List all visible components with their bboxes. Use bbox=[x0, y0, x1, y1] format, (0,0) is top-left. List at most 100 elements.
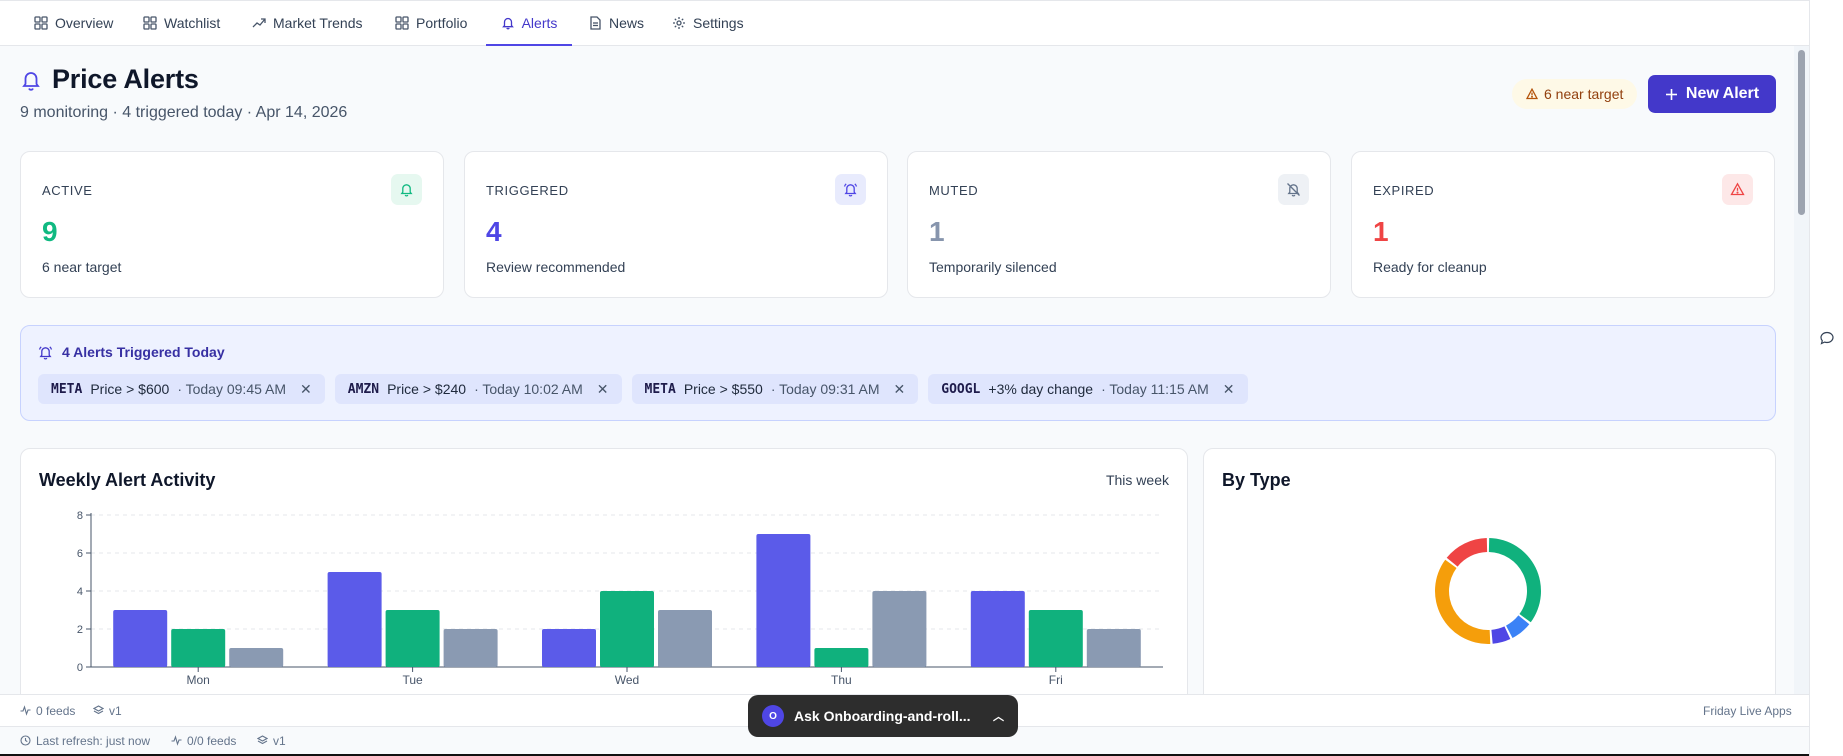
alert-condition: Price > $550 bbox=[683, 381, 763, 397]
tab-label: Watchlist bbox=[164, 15, 221, 31]
bell-ring-icon bbox=[843, 183, 858, 197]
bar-mon-0 bbox=[113, 610, 168, 667]
range-label[interactable]: This week bbox=[1105, 472, 1169, 488]
dismiss-close-icon[interactable]: ✕ bbox=[596, 380, 609, 397]
alert-symbol: GOOGL bbox=[941, 381, 981, 397]
grid-icon bbox=[34, 16, 48, 30]
alert-condition: +3% day change bbox=[988, 381, 1094, 397]
stat-label: TRIGGERED bbox=[486, 183, 569, 198]
near-target-badge: 6 near target bbox=[1512, 79, 1638, 109]
bar-wed-0 bbox=[542, 629, 596, 667]
tab-portfolio[interactable]: Portfolio bbox=[389, 1, 473, 45]
dismiss-close-icon[interactable]: ✕ bbox=[893, 380, 906, 397]
tab-watchlist[interactable]: Watchlist bbox=[137, 1, 226, 45]
triggered-alert-list: META Price > $600 · Today 09:45 AM ✕ AMZ… bbox=[38, 374, 1248, 404]
stat-value: 4 bbox=[486, 216, 502, 247]
new-alert-label: New Alert bbox=[1685, 85, 1760, 102]
triggered-alert-chip[interactable]: AMZN Price > $240 · Today 10:02 AM ✕ bbox=[334, 374, 622, 404]
stat-icon-box bbox=[391, 174, 422, 205]
alert-time: · Today 09:45 AM bbox=[177, 381, 287, 397]
bar-fri-2 bbox=[1086, 629, 1141, 667]
alert-time: · Today 09:31 AM bbox=[770, 381, 880, 397]
tab-label: Portfolio bbox=[416, 15, 468, 31]
tab-market-trends[interactable]: Market Trends bbox=[246, 1, 368, 45]
donut-slice-2[interactable] bbox=[1491, 626, 1511, 644]
feeds-count-label: 0/0 feeds bbox=[187, 733, 237, 748]
bar-tue-1 bbox=[385, 610, 440, 667]
donut-slice-1[interactable] bbox=[1506, 615, 1530, 638]
dismiss-close-icon[interactable]: ✕ bbox=[300, 380, 312, 397]
tab-overview[interactable]: Overview bbox=[28, 1, 119, 45]
y-tick-label: 4 bbox=[77, 586, 83, 598]
x-tick-label: Wed bbox=[615, 673, 639, 687]
stat-icon-box bbox=[1722, 174, 1753, 205]
triggered-alert-chip[interactable]: META Price > $550 · Today 09:31 AM ✕ bbox=[631, 374, 919, 404]
tab-label: Overview bbox=[55, 15, 114, 31]
bottom-edge bbox=[0, 754, 1809, 756]
dismiss-close-icon[interactable]: ✕ bbox=[1222, 380, 1235, 397]
grid-icon bbox=[143, 16, 157, 30]
stat-label: EXPIRED bbox=[1373, 183, 1435, 198]
weekly-activity-chart: 0 2 4 6 8 Mon Tue Wed Thu Fri bbox=[77, 510, 1163, 687]
alert-symbol: META bbox=[644, 381, 676, 397]
stat-card-expired[interactable]: EXPIRED 1 Ready for cleanup bbox=[1351, 151, 1775, 298]
x-tick-label: Mon bbox=[187, 673, 210, 687]
new-alert-button[interactable]: New Alert bbox=[1648, 75, 1776, 113]
alert-condition: Price > $600 bbox=[90, 381, 170, 397]
page-title: Price Alerts bbox=[20, 64, 199, 95]
top-nav: Overview Watchlist Market Trends Portfol… bbox=[0, 0, 1809, 46]
bar-thu-1 bbox=[814, 648, 869, 667]
alert-symbol: AMZN bbox=[347, 381, 380, 397]
stat-label: ACTIVE bbox=[42, 183, 93, 198]
bell-ring-icon bbox=[38, 345, 53, 360]
donut-slice-3[interactable] bbox=[1435, 559, 1491, 644]
stat-card-active[interactable]: ACTIVE 9 6 near target bbox=[20, 151, 444, 298]
ask-assistant-button[interactable]: O Ask Onboarding-and-roll... ︿ bbox=[748, 695, 1018, 737]
last-refresh-label: Last refresh: just now bbox=[36, 733, 151, 748]
ask-assistant-label: Ask Onboarding-and-roll... bbox=[794, 708, 971, 724]
triggered-alert-chip[interactable]: GOOGL +3% day change · Today 11:15 AM ✕ bbox=[928, 374, 1248, 404]
triggered-alert-chip[interactable]: META Price > $600 · Today 09:45 AM ✕ bbox=[38, 374, 325, 404]
near-target-label: 6 near target bbox=[1544, 86, 1624, 102]
tab-alerts[interactable]: Alerts bbox=[486, 1, 572, 46]
stat-value: 9 bbox=[42, 216, 58, 247]
gear-icon bbox=[673, 17, 685, 29]
page-subtitle: 9 monitoring · 4 triggered today · Apr 1… bbox=[20, 104, 348, 121]
stat-description: Temporarily silenced bbox=[929, 259, 1057, 275]
x-tick-label: Thu bbox=[831, 673, 852, 687]
bar-fri-0 bbox=[970, 591, 1025, 667]
weekly-activity-title: Weekly Alert Activity bbox=[39, 470, 216, 490]
scrollbar-thumb[interactable] bbox=[1798, 50, 1805, 215]
page-title-text: Price Alerts bbox=[52, 64, 199, 94]
bell-icon bbox=[501, 17, 514, 30]
y-tick-label: 2 bbox=[77, 624, 83, 636]
stat-value: 1 bbox=[929, 216, 945, 247]
stat-description: Ready for cleanup bbox=[1373, 259, 1487, 275]
stat-value: 1 bbox=[1373, 216, 1389, 247]
alert-time: · Today 11:15 AM bbox=[1101, 381, 1209, 397]
tab-news[interactable]: News bbox=[582, 1, 650, 45]
feeds-count-status: 0/0 feeds bbox=[171, 727, 236, 754]
stat-card-muted[interactable]: MUTED 1 Temporarily silenced bbox=[907, 151, 1331, 298]
bar-thu-0 bbox=[756, 534, 811, 667]
stat-card-triggered[interactable]: TRIGGERED 4 Review recommended bbox=[464, 151, 888, 298]
layers-icon bbox=[257, 735, 268, 745]
stat-icon-box bbox=[835, 174, 866, 205]
last-refresh-status: Last refresh: just now bbox=[20, 727, 150, 754]
donut-slice-4[interactable] bbox=[1446, 538, 1488, 567]
bar-wed-2 bbox=[658, 610, 712, 667]
alert-triangle-icon bbox=[1526, 88, 1538, 100]
bar-tue-0 bbox=[327, 572, 382, 667]
y-tick-label: 0 bbox=[77, 662, 83, 674]
alert-symbol: META bbox=[51, 381, 83, 397]
tab-settings[interactable]: Settings bbox=[666, 1, 750, 45]
stat-icon-box bbox=[1278, 174, 1309, 205]
scrollbar[interactable] bbox=[1794, 46, 1809, 694]
chat-bubble-icon[interactable] bbox=[1819, 330, 1835, 346]
by-type-donut-chart bbox=[1435, 538, 1541, 644]
document-icon bbox=[590, 16, 601, 30]
bell-icon bbox=[22, 71, 40, 91]
donut-slice-0[interactable] bbox=[1488, 538, 1541, 623]
weekly-activity-panel: 0 2 4 6 8 Mon Tue Wed Thu Fri Weekly Alert Activi… bbox=[20, 448, 1188, 708]
